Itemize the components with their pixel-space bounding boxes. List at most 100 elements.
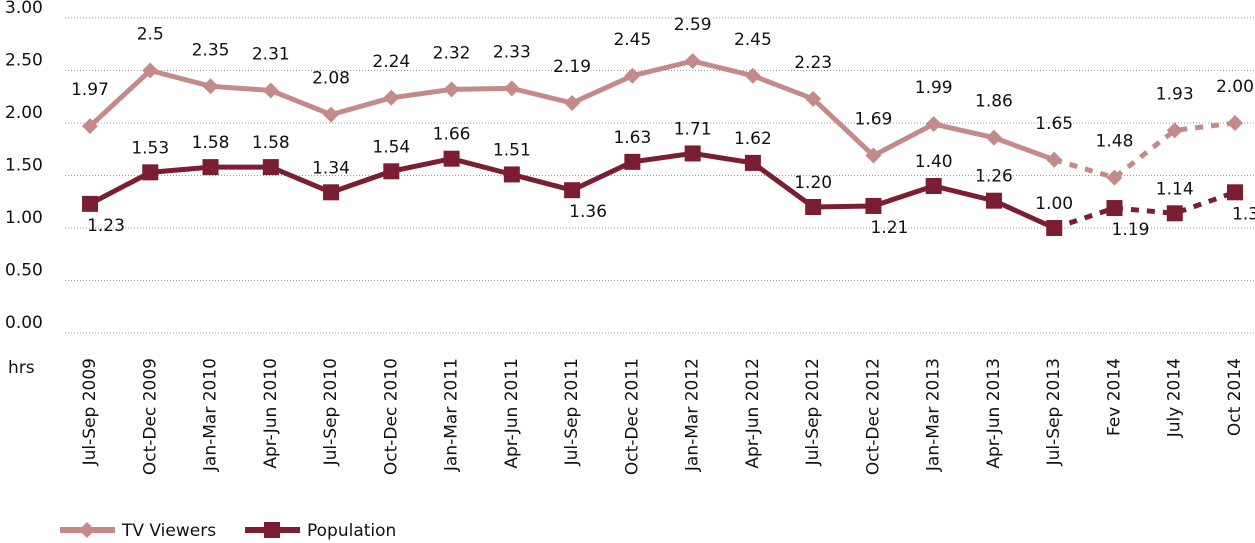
- data-label: 1.00: [1035, 194, 1073, 214]
- marker: [142, 164, 159, 181]
- x-tick-label: Jan-Mar 2012: [683, 358, 703, 472]
- marker: [744, 67, 761, 84]
- data-label: 1.54: [372, 137, 410, 157]
- data-label: 2.45: [613, 30, 651, 50]
- x-tick-label: Apr-Jun 2010: [261, 358, 281, 469]
- legend-label: Population: [307, 521, 396, 541]
- data-label: 1.99: [915, 78, 953, 98]
- x-tick-label: Apr-Jun 2012: [743, 358, 763, 469]
- x-tick-label: Apr-Jun 2011: [502, 358, 522, 469]
- data-label: 1.20: [794, 173, 832, 193]
- marker: [925, 178, 942, 194]
- data-label: 1.93: [1156, 84, 1194, 104]
- marker: [744, 154, 761, 171]
- data-label: 1.66: [433, 125, 471, 145]
- data-label: 2.33: [493, 42, 531, 62]
- projection-line: [1053, 120, 1236, 181]
- marker: [262, 82, 279, 99]
- y-unit: hrs: [8, 358, 35, 378]
- marker: [624, 153, 641, 170]
- marker: [1046, 220, 1063, 236]
- x-tick-label: Oct-Dec 2009: [140, 358, 160, 475]
- marker: [1227, 115, 1243, 131]
- data-label: 1.14: [1156, 179, 1194, 199]
- y-tick-label: 2.50: [5, 51, 43, 71]
- marker: [1227, 184, 1243, 201]
- marker: [82, 118, 98, 135]
- x-tick-label: Oct-Dec 2011: [622, 358, 642, 475]
- x-tick-label: Jan-Mar 2011: [442, 358, 462, 472]
- marker: [503, 80, 520, 97]
- data-label: 1.34: [312, 158, 350, 178]
- marker: [1166, 122, 1183, 139]
- y-tick-label: 0.00: [5, 313, 43, 333]
- data-label: 1.58: [252, 133, 290, 153]
- x-tick-label: Jan-Mar 2013: [924, 358, 944, 472]
- data-label: 1.26: [975, 167, 1013, 187]
- marker: [323, 184, 340, 201]
- marker: [1166, 205, 1183, 222]
- data-label: 2.23: [794, 53, 832, 73]
- y-tick-label: 3.00: [5, 0, 43, 18]
- y-tick-label: 2.00: [5, 103, 43, 123]
- marker: [383, 89, 400, 106]
- data-label: 1.62: [734, 129, 772, 149]
- marker: [564, 95, 581, 112]
- legend-marker: [79, 522, 95, 538]
- marker: [805, 90, 822, 107]
- x-tick-label: Oct-Dec 2010: [381, 358, 401, 475]
- x-tick-label: Oct-Dec 2012: [863, 358, 883, 475]
- x-tick-label: Jul-Sep 2009: [80, 358, 100, 466]
- x-tick-label: July 2014: [1165, 358, 1185, 438]
- marker: [443, 150, 460, 167]
- data-label: 2.19: [553, 57, 591, 77]
- data-label: 2.31: [252, 44, 290, 64]
- marker: [262, 159, 279, 176]
- data-label: 1.53: [131, 138, 169, 158]
- marker: [985, 192, 1002, 209]
- marker: [202, 78, 219, 95]
- data-label: 1.63: [613, 128, 651, 148]
- marker: [1106, 169, 1123, 186]
- data-label: 2.35: [192, 40, 230, 60]
- data-label: 2.00: [1216, 77, 1254, 97]
- data-label: 2.08: [312, 69, 350, 89]
- data-label: 1.34: [1232, 204, 1255, 224]
- marker: [624, 67, 641, 84]
- data-label: 1.65: [1035, 114, 1073, 134]
- marker: [503, 166, 520, 183]
- data-label: 2.59: [674, 15, 712, 35]
- x-tick-label: Jul-Sep 2010: [321, 358, 341, 466]
- data-label: 1.69: [854, 110, 892, 130]
- data-label: 1.51: [493, 140, 531, 160]
- marker: [443, 81, 460, 98]
- marker: [1046, 151, 1063, 168]
- y-tick-label: 1.50: [5, 156, 43, 176]
- marker: [202, 159, 219, 176]
- data-label: 1.40: [915, 152, 953, 172]
- data-label: 1.36: [569, 202, 607, 222]
- x-tick-label: Jul-Sep 2013: [1044, 358, 1064, 466]
- marker: [684, 53, 701, 70]
- marker: [805, 199, 822, 215]
- data-label: 1.48: [1096, 132, 1134, 152]
- data-label: 1.21: [870, 218, 908, 238]
- data-label: 2.5: [137, 25, 164, 45]
- data-label: 2.24: [372, 52, 410, 72]
- y-tick-label: 0.50: [5, 261, 43, 281]
- marker: [1106, 200, 1123, 217]
- data-label: 2.45: [734, 30, 772, 50]
- data-label: 1.19: [1112, 220, 1150, 240]
- legend-label: TV Viewers: [121, 521, 216, 541]
- x-tick-label: Oct 2014: [1225, 358, 1245, 436]
- marker: [383, 163, 400, 180]
- y-tick-label: 1.00: [5, 208, 43, 228]
- x-tick-label: Fev 2014: [1104, 358, 1124, 436]
- legend-marker: [264, 522, 280, 538]
- data-label: 2.32: [433, 43, 471, 63]
- marker: [564, 182, 581, 199]
- marker: [925, 116, 942, 133]
- data-label: 1.97: [71, 80, 109, 100]
- marker: [684, 145, 701, 162]
